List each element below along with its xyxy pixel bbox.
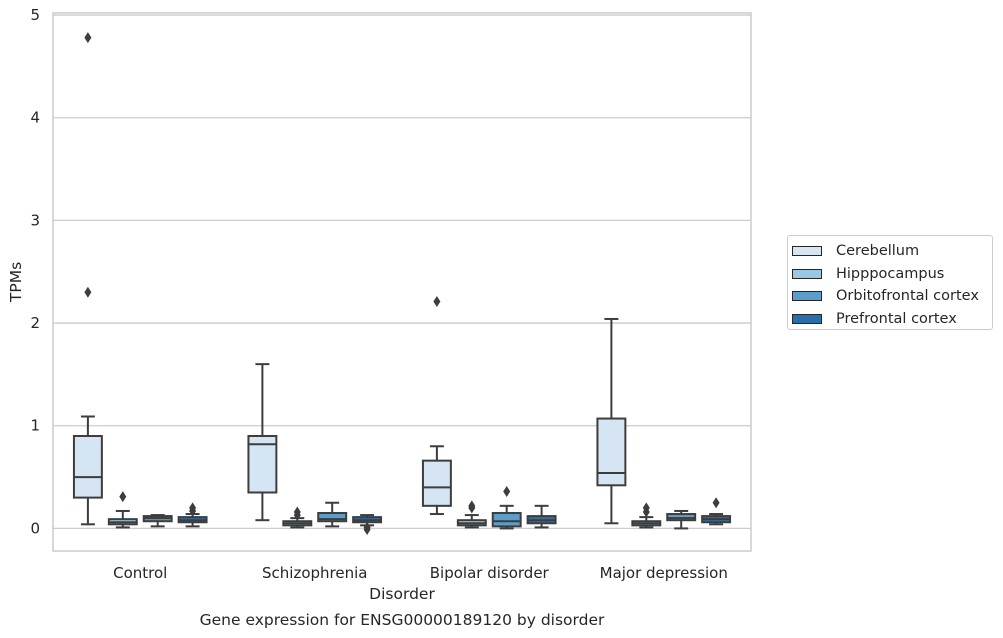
- box-series: [72, 32, 732, 535]
- legend-item-prefrontal-cortex: Prefrontal cortex: [792, 308, 992, 331]
- outlier-marker: [363, 521, 371, 533]
- legend-item-orbitofrontal-cortex: Orbitofrontal cortex: [792, 285, 992, 308]
- y-tick-label: 1: [30, 417, 40, 435]
- legend-swatch-cerebellum: [792, 246, 822, 257]
- legend-label: Cerebellum: [836, 243, 920, 260]
- x-axis-label: Disorder: [369, 585, 435, 603]
- y-tick-label: 4: [30, 109, 40, 127]
- y-tick-label: 5: [30, 6, 40, 24]
- legend-swatch-orbitofrontal-cortex: [792, 291, 822, 302]
- box: [491, 512, 522, 528]
- y-tick-label: 0: [30, 519, 40, 537]
- y-axis-ticks: 0 1 2 3 4 5: [30, 6, 40, 537]
- x-tick-label: Control: [113, 564, 167, 582]
- outlier-marker: [293, 506, 301, 518]
- box: [666, 513, 697, 522]
- legend-item-cerebellum: Cerebellum: [792, 240, 992, 263]
- plot-area-frame: [52, 12, 752, 552]
- outlier-marker: [712, 497, 720, 509]
- x-tick-label: Schizophrenia: [262, 564, 367, 582]
- y-axis-label: TPMs: [7, 262, 25, 303]
- y-tick-label: 2: [30, 314, 40, 332]
- series-cerebellum: [72, 32, 627, 526]
- legend-swatch-prefrontal-cortex: [792, 313, 822, 324]
- y-tick-label: 3: [30, 211, 40, 229]
- outlier-marker: [84, 32, 92, 44]
- box: [72, 435, 103, 499]
- legend-item-hippocampus: Hipppocampus: [792, 263, 992, 286]
- box: [317, 512, 348, 523]
- x-tick-label: Bipolar disorder: [430, 564, 550, 582]
- box: [596, 417, 627, 487]
- series-prefrontal-cortex: [177, 497, 732, 535]
- outlier-marker: [503, 485, 511, 497]
- outlier-marker: [642, 502, 650, 514]
- gridlines: [53, 14, 751, 530]
- legend-label: Orbitofrontal cortex: [836, 288, 979, 305]
- figure-caption: Gene expression for ENSG00000189120 by d…: [199, 611, 605, 629]
- series-orbitofrontal-cortex: [142, 485, 697, 530]
- legend-swatch-hippocampus: [792, 268, 822, 279]
- x-axis-ticks: Control Schizophrenia Bipolar disorder Majo…: [113, 564, 728, 582]
- outlier-marker: [433, 296, 441, 308]
- outlier-marker: [84, 286, 92, 298]
- box: [421, 459, 452, 507]
- legend: Cerebellum Hipppocampus Orbitofrontal co…: [787, 235, 993, 330]
- outlier-marker: [189, 502, 197, 514]
- legend-label: Hipppocampus: [836, 265, 945, 282]
- series-hipppocampus: [107, 491, 662, 529]
- outlier-marker: [119, 491, 127, 503]
- box: [247, 435, 278, 494]
- x-tick-label: Major depression: [600, 564, 728, 582]
- outlier-marker: [468, 500, 476, 512]
- legend-label: Prefrontal cortex: [836, 310, 957, 327]
